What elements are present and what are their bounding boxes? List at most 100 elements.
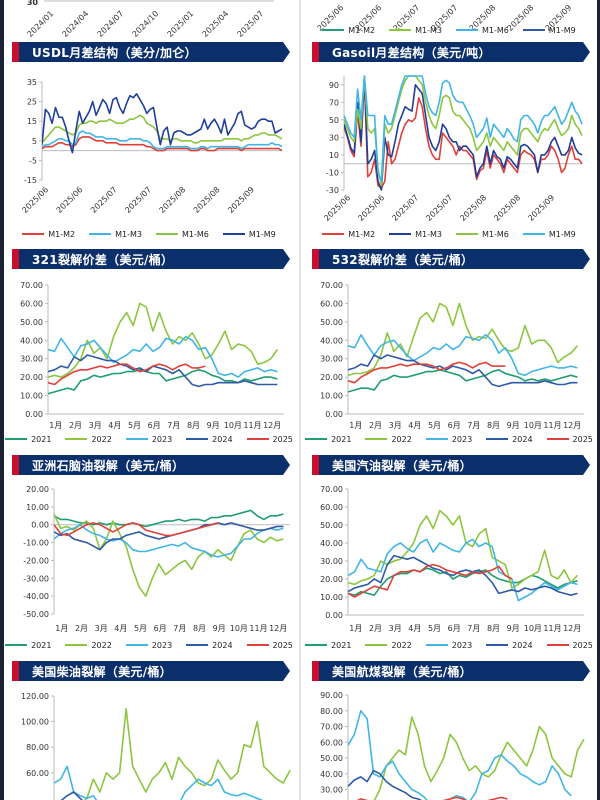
y-tick-label: 80.00 bbox=[320, 707, 343, 716]
banner-arrow bbox=[283, 249, 290, 269]
chart-legend: 2021 2022 2023 2024 2025 bbox=[304, 639, 594, 651]
legend-item: M1-M3 bbox=[89, 228, 142, 240]
legend-swatch bbox=[546, 438, 569, 440]
x-tick-label: 9月 bbox=[213, 624, 226, 633]
banner-bar bbox=[19, 455, 283, 475]
series-line-m1-m2 bbox=[344, 79, 583, 189]
x-tick-label: 1月 bbox=[49, 421, 62, 430]
series-group bbox=[54, 509, 284, 597]
x-tick-label: 9月 bbox=[507, 624, 520, 633]
chart-top-right-partial: 2025/06 2025/06 2025/07 2025/07 2025/08 2025/… bbox=[316, 3, 574, 33]
y-tick-label: 70.00 bbox=[320, 485, 343, 494]
chart-title: Gasoil月差结构（美元/吨） bbox=[332, 46, 491, 60]
page-right-border bbox=[597, 0, 600, 800]
legend-label: M1-M3 bbox=[415, 25, 442, 35]
series-line-2021 bbox=[54, 509, 284, 528]
y-tick-label: 35 bbox=[27, 78, 37, 87]
y-tick-label: 10.00 bbox=[320, 392, 343, 401]
legend-swatch bbox=[425, 644, 448, 646]
legend-item: M1-M6 bbox=[456, 228, 509, 240]
x-tick-label: 12月 bbox=[263, 421, 281, 430]
y-tick-label: 0.00 bbox=[325, 410, 343, 419]
y-tick-label: 60.00 bbox=[26, 769, 49, 778]
y-tick-label: 60.00 bbox=[320, 738, 343, 747]
y-tick-label: 10.00 bbox=[320, 593, 343, 602]
legend-swatch bbox=[322, 233, 345, 235]
y-tick-label: 90 bbox=[329, 81, 339, 90]
series-line-m1-m6 bbox=[344, 75, 583, 187]
banner-red-accent bbox=[312, 661, 319, 681]
y-tick-label: 30 bbox=[27, 0, 39, 7]
x-tick-label: 2025/07 bbox=[89, 185, 119, 215]
legend-label: M1-M3 bbox=[415, 229, 442, 239]
chart-panel-us-jet: 美国航煤裂解（美元/桶） 30.00 40.00 50.00 60.00 70.00 80… bbox=[304, 661, 594, 800]
legend-label: 2021 bbox=[331, 434, 352, 444]
page-left-border bbox=[0, 0, 4, 800]
chart-title-banner: 亚洲石脑油裂解（美元/桶） bbox=[12, 455, 290, 475]
x-tick-label: 4月 bbox=[408, 421, 421, 430]
legend-item: 2024 bbox=[186, 433, 233, 445]
x-tick-label: 2024/07 bbox=[96, 9, 126, 39]
y-tick-label: 100.00 bbox=[21, 718, 49, 727]
legend-label: 2022 bbox=[91, 640, 112, 650]
chart-panel-crack-532: 532裂解价差（美元/桶） 0.00 10.00 20.00 30.00 40.00 50… bbox=[304, 249, 594, 449]
y-tick-label: 50.00 bbox=[20, 318, 43, 327]
legend-swatch bbox=[22, 233, 45, 235]
y-tick-label: 70 bbox=[329, 98, 339, 107]
chart-panel-top-right-partial: 2025/06 2025/06 2025/07 2025/07 2025/08 2025/… bbox=[304, 0, 594, 40]
banner-red-accent bbox=[12, 661, 19, 681]
x-tick-label: 2025/08 bbox=[192, 185, 222, 215]
x-tick-label: 2024/01 bbox=[26, 9, 56, 39]
legend-swatch bbox=[222, 233, 245, 235]
legend-label: 2024 bbox=[212, 434, 233, 444]
x-tick-label: 1月 bbox=[55, 624, 68, 633]
x-tick-label: 10月 bbox=[224, 421, 242, 430]
banner-red-accent bbox=[12, 42, 19, 62]
chart-legend: M1-M2 M1-M3 M1-M6 M1-M9 bbox=[4, 228, 294, 240]
series-line-2023 bbox=[48, 335, 278, 378]
x-tick-label: 11月 bbox=[243, 421, 261, 430]
legend-swatch bbox=[456, 233, 478, 235]
chart-panel-crack-321: 321裂解价差（美元/桶） 0.00 10.00 20.00 30.00 40.00 50… bbox=[4, 249, 294, 449]
x-tick-label: 2025/09 bbox=[226, 185, 256, 215]
chart-us-jet-crack: 30.00 40.00 50.00 60.00 70.00 80.00 90.00 bbox=[320, 691, 585, 800]
legend-label: 2025 bbox=[272, 434, 293, 444]
legend-item: 2023 bbox=[425, 639, 472, 651]
legend-label: 2024 bbox=[512, 434, 533, 444]
series-group bbox=[348, 302, 579, 393]
x-tick-label: 2025/06 bbox=[55, 185, 85, 215]
x-tick-label: 2025/07 bbox=[424, 193, 454, 223]
x-tick-label: 2025/07 bbox=[390, 193, 420, 223]
y-tick-label: 30.00 bbox=[320, 786, 343, 795]
legend-swatch bbox=[305, 438, 328, 440]
y-tick-label: -30 bbox=[326, 186, 339, 195]
legend-item: 2023 bbox=[125, 433, 172, 445]
y-tick-label: -15 bbox=[24, 176, 37, 185]
legend-label: 2024 bbox=[212, 640, 233, 650]
series-group bbox=[42, 92, 283, 154]
chart-crack-321: 0.00 10.00 20.00 30.00 40.00 50.00 60.00 70.00 1… bbox=[20, 281, 284, 430]
series-line-m1-m9 bbox=[42, 92, 283, 154]
series-line-2025 bbox=[54, 522, 219, 537]
series-line-2024 bbox=[348, 769, 458, 800]
y-tick-label: 70.00 bbox=[320, 723, 343, 732]
x-tick-label: 3月 bbox=[89, 421, 102, 430]
legend-label: 2021 bbox=[31, 434, 52, 444]
x-tick-label: 2025/06 bbox=[356, 193, 386, 223]
y-tick-label: 10.00 bbox=[20, 392, 43, 401]
legend-item: 2025 bbox=[546, 433, 593, 445]
legend-swatch bbox=[125, 438, 148, 440]
chart-title-banner: Gasoil月差结构（美元/吨） bbox=[312, 42, 590, 62]
banner-bar bbox=[19, 42, 283, 62]
legend-label: M1-M6 bbox=[482, 229, 509, 239]
chart-legend: 2021 2022 2023 2024 2025 bbox=[4, 639, 294, 651]
x-tick-label: 3月 bbox=[389, 624, 402, 633]
legend-item: M1-M2 bbox=[322, 24, 375, 36]
y-tick-label: 70.00 bbox=[20, 281, 43, 290]
x-tick-label: 8月 bbox=[187, 421, 200, 430]
banner-bar bbox=[19, 661, 283, 681]
y-tick-label: 70.00 bbox=[320, 281, 343, 290]
x-tick-label: 9月 bbox=[507, 421, 520, 430]
banner-bar bbox=[319, 249, 583, 269]
banner-red-accent bbox=[12, 249, 19, 269]
